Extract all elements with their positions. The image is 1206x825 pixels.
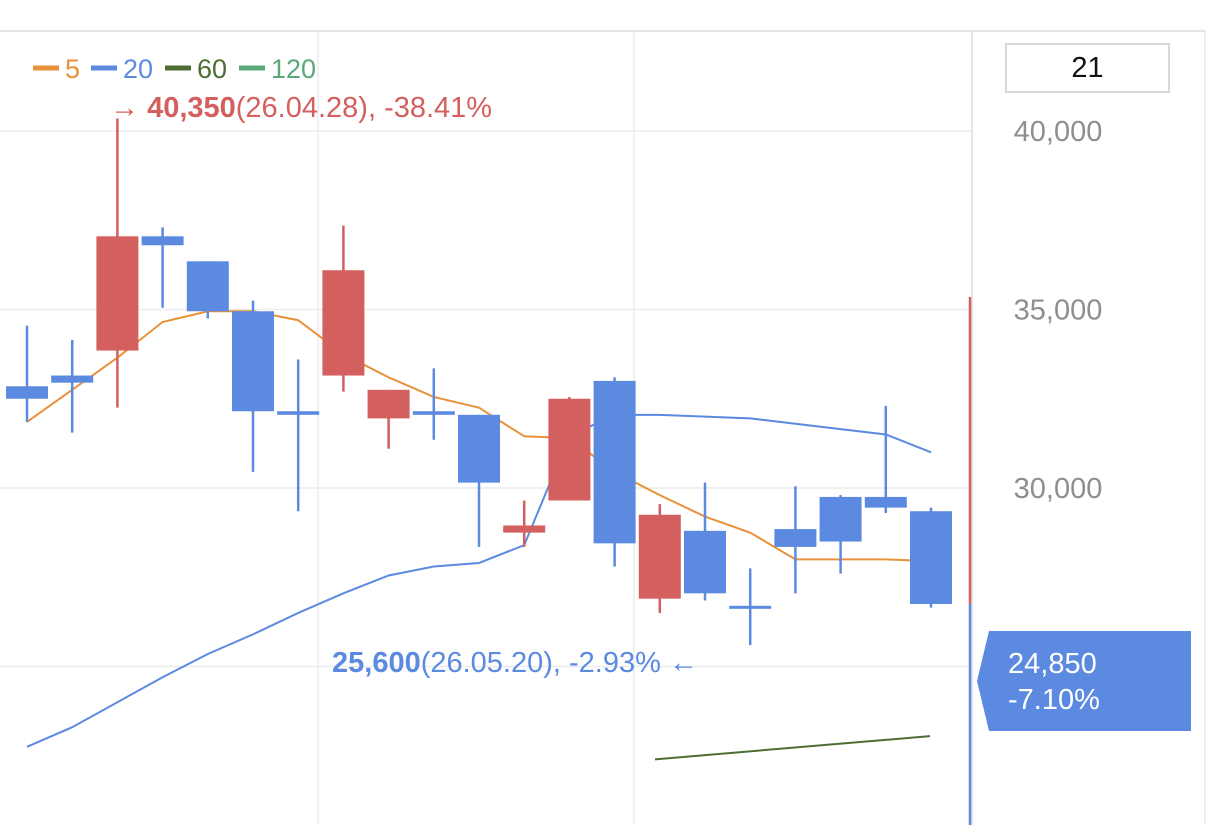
period-selector[interactable]: 21: [1005, 43, 1170, 93]
candle[interactable]: [729, 568, 772, 646]
candle[interactable]: [774, 486, 817, 594]
candle-body: [186, 261, 229, 312]
candle[interactable]: [232, 300, 274, 472]
legend-label: 20: [123, 54, 153, 84]
candle-body: [141, 236, 184, 246]
period-selector-value: 21: [1071, 51, 1104, 84]
current-price-change: -7.10%: [1008, 684, 1100, 716]
candle-body: [51, 375, 94, 383]
candle-body: [864, 496, 907, 508]
candle[interactable]: [593, 377, 636, 567]
candle[interactable]: [412, 368, 455, 440]
legend-label: 5: [65, 54, 80, 84]
current-price-tag-background: [977, 631, 1191, 731]
candle-body: [6, 386, 48, 399]
candle[interactable]: [864, 405, 907, 513]
y-axis: 30,000 35,000 40,000: [1014, 116, 1103, 505]
candle-body: [412, 411, 455, 415]
candle[interactable]: [458, 414, 500, 547]
candle[interactable]: [367, 389, 410, 449]
y-tick-label: 35,000: [1014, 295, 1103, 327]
y-tick-label: 30,000: [1014, 473, 1103, 505]
candle-body: [684, 530, 726, 594]
candle[interactable]: [819, 495, 862, 574]
high-price-annotation: → 40,350(26.04.28), -38.41%: [110, 92, 492, 124]
y-tick-label: 40,000: [1014, 116, 1103, 148]
ma5-line: [26, 310, 932, 563]
candle[interactable]: [6, 325, 48, 422]
candle-body: [910, 511, 952, 605]
candle-body: [729, 605, 772, 609]
candle-body: [232, 311, 274, 412]
ma-legend: 5 20 60 120: [33, 54, 316, 84]
candle[interactable]: [910, 507, 952, 608]
candle-body: [548, 398, 591, 501]
candle[interactable]: [277, 359, 320, 512]
candle-body: [96, 236, 139, 351]
candle-body: [367, 389, 410, 419]
candle[interactable]: [548, 396, 591, 501]
candle[interactable]: [503, 500, 546, 547]
moving-average-lines: [26, 310, 932, 761]
current-price-text: 24,850 -7.10%: [1008, 646, 1100, 718]
candle-body: [774, 529, 817, 547]
candle[interactable]: [638, 504, 681, 613]
candle[interactable]: [96, 118, 139, 408]
candle-body: [819, 496, 862, 542]
candle[interactable]: [322, 225, 365, 392]
legend-label: 120: [271, 54, 316, 84]
current-price-value: 24,850: [1008, 648, 1097, 680]
ma20-line: [26, 413, 932, 748]
candle[interactable]: [141, 227, 184, 308]
current-price-tag: [977, 631, 1191, 731]
price-annotations: → 40,350(26.04.28), -38.41% 25,600(26.05.…: [110, 92, 698, 679]
candle[interactable]: [684, 482, 726, 601]
candle[interactable]: [51, 339, 94, 433]
ma60-line: [654, 735, 931, 761]
legend-label: 60: [197, 54, 227, 84]
low-price-annotation: 25,600(26.05.20), -2.93% ←: [332, 647, 698, 679]
candle-body: [458, 414, 500, 483]
candle-body: [503, 525, 546, 533]
candle-body: [593, 380, 636, 544]
candle-body: [277, 411, 320, 415]
candle[interactable]: [186, 261, 229, 319]
candle-body: [322, 270, 365, 376]
candlesticks[interactable]: [6, 118, 972, 825]
candle-body: [638, 514, 681, 599]
